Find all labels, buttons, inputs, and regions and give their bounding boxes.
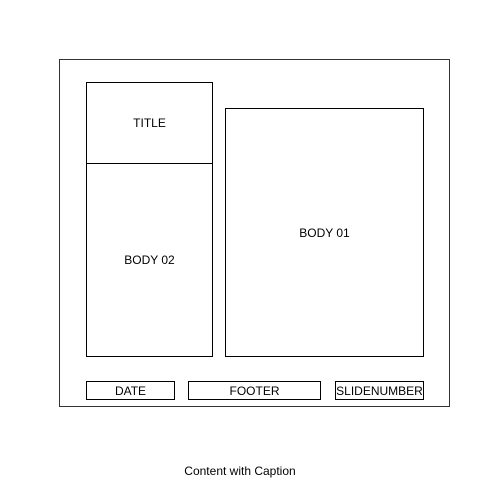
slidenumber-placeholder[interactable]: SLIDENUMBER xyxy=(335,381,424,400)
body01-placeholder[interactable]: BODY 01 xyxy=(225,108,424,357)
date-placeholder-label: DATE xyxy=(114,383,147,398)
body02-placeholder[interactable]: BODY 02 xyxy=(86,163,213,357)
body01-placeholder-label: BODY 01 xyxy=(299,225,350,240)
footer-placeholder-label: FOOTER xyxy=(229,383,280,398)
slidenumber-placeholder-label: SLIDENUMBER xyxy=(336,383,423,398)
layout-caption: Content with Caption xyxy=(184,464,296,478)
date-placeholder[interactable]: DATE xyxy=(86,381,175,400)
title-placeholder[interactable]: TITLE xyxy=(86,82,213,164)
footer-placeholder[interactable]: FOOTER xyxy=(188,381,321,400)
title-placeholder-label: TITLE xyxy=(133,116,166,130)
body02-placeholder-label: BODY 02 xyxy=(124,253,175,267)
